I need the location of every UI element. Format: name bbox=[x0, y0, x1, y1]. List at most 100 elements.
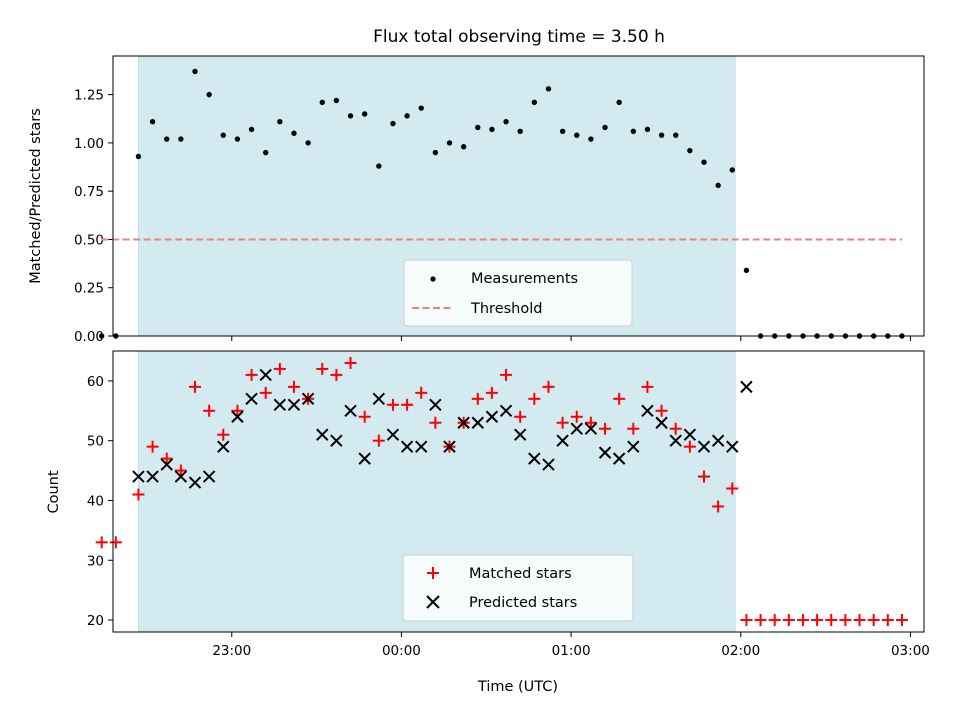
predicted-star-point bbox=[641, 404, 654, 417]
bottom-x-tick-label: 01:00 bbox=[552, 643, 591, 659]
predicted-star-stroke-b bbox=[372, 392, 386, 406]
matched-star-point bbox=[796, 614, 809, 627]
measurement-point bbox=[206, 91, 212, 98]
measurement-point bbox=[460, 144, 467, 150]
predicted-star-stroke-b bbox=[485, 410, 499, 423]
legend-matched-label: Matched stars bbox=[469, 566, 572, 582]
matched-star-point bbox=[811, 614, 824, 627]
predicted-star-stroke-b bbox=[400, 440, 414, 453]
measurement-point bbox=[588, 136, 594, 142]
x-axis-label: Time (UTC) bbox=[477, 679, 558, 695]
predicted-star-stroke-b bbox=[740, 380, 753, 394]
predicted-star-stroke-b bbox=[697, 440, 711, 453]
predicted-star-point bbox=[627, 440, 640, 453]
matched-star-point bbox=[584, 416, 597, 429]
predicted-star-stroke-b bbox=[612, 452, 626, 465]
predicted-star-stroke-b bbox=[641, 404, 654, 417]
matched-star-point bbox=[245, 368, 258, 381]
predicted-star-point bbox=[556, 434, 569, 447]
measurement-point bbox=[390, 120, 396, 127]
measurement-point bbox=[432, 149, 439, 156]
matched-star-point bbox=[344, 356, 357, 369]
matched-star-point bbox=[669, 422, 682, 435]
predicted-star-point bbox=[386, 428, 400, 441]
predicted-star-point bbox=[513, 428, 527, 441]
predicted-star-stroke-b bbox=[287, 398, 301, 412]
predicted-star-stroke-b bbox=[726, 440, 739, 453]
legend-threshold-label: Threshold bbox=[470, 301, 542, 317]
bottom-y-axis-label: Count bbox=[46, 470, 62, 513]
predicted-star-point bbox=[584, 422, 598, 435]
measurement-point bbox=[291, 130, 297, 136]
top-panel: Flux total observing time = 3.50 h 0.00 0… bbox=[28, 27, 925, 345]
matched-star-point bbox=[627, 422, 640, 435]
predicted-star-point bbox=[160, 458, 173, 471]
matched-star-point bbox=[782, 614, 795, 627]
matched-star-point bbox=[401, 398, 414, 411]
measurement-point bbox=[220, 132, 226, 138]
predicted-star-stroke-b bbox=[669, 434, 682, 447]
predicted-star-stroke-b bbox=[174, 470, 188, 483]
predicted-star-point bbox=[344, 404, 357, 417]
matched-star-point bbox=[287, 380, 300, 393]
measurement-point bbox=[333, 97, 340, 104]
predicted-star-point bbox=[202, 470, 216, 483]
matched-star-point bbox=[740, 614, 753, 627]
predicted-star-stroke-b bbox=[542, 458, 555, 471]
measurement-point bbox=[616, 99, 622, 106]
top-y-axis-label: Matched/Predicted stars bbox=[28, 108, 44, 284]
bottom-axes-frame bbox=[112, 350, 925, 633]
measurement-point bbox=[489, 126, 495, 133]
measurement-point bbox=[262, 149, 269, 156]
measurement-point bbox=[715, 182, 721, 189]
matched-star-point bbox=[754, 614, 767, 627]
measurement-point bbox=[545, 86, 552, 92]
matched-star-point bbox=[330, 368, 343, 381]
legend-predicted-marker bbox=[426, 595, 440, 609]
bottom-legend: Matched stars Predicted stars bbox=[402, 554, 634, 622]
measurement-point bbox=[503, 118, 509, 125]
predicted-star-stroke-b bbox=[330, 434, 343, 447]
bottom-y-tick-label: 40 bbox=[87, 493, 104, 509]
chart-title: Flux total observing time = 3.50 h bbox=[373, 27, 665, 47]
matched-star-point bbox=[358, 410, 371, 423]
measurement-point bbox=[319, 99, 325, 106]
matched-star-point bbox=[613, 392, 626, 405]
top-y-tick-label: 1.25 bbox=[74, 88, 104, 104]
predicted-star-point bbox=[457, 416, 470, 429]
predicted-star-stroke-b bbox=[259, 368, 272, 382]
predicted-star-stroke-b bbox=[627, 440, 640, 453]
predicted-star-stroke-b bbox=[429, 398, 442, 412]
matched-star-point bbox=[132, 488, 145, 501]
predicted-star-point bbox=[273, 398, 287, 412]
predicted-star-stroke-b bbox=[344, 404, 357, 417]
predicted-star-stroke-b bbox=[217, 440, 230, 453]
matched-star-point bbox=[712, 500, 725, 513]
top-y-tick-label: 0.75 bbox=[74, 184, 104, 200]
predicted-star-point bbox=[697, 440, 711, 453]
matched-star-point bbox=[160, 452, 173, 465]
predicted-star-point bbox=[612, 452, 626, 465]
predicted-star-point bbox=[711, 434, 725, 447]
measurement-point bbox=[559, 128, 566, 135]
matched-star-point bbox=[867, 614, 880, 627]
predicted-star-point bbox=[146, 470, 159, 483]
matched-star-point bbox=[825, 614, 838, 627]
predicted-star-point bbox=[259, 368, 272, 382]
measurement-point bbox=[305, 140, 311, 146]
matched-star-point bbox=[895, 614, 908, 627]
legend-predicted-label: Predicted stars bbox=[469, 595, 577, 611]
measurement-point bbox=[178, 136, 184, 142]
predicted-star-point bbox=[301, 392, 315, 406]
predicted-star-stroke-b bbox=[457, 416, 470, 429]
predicted-star-point bbox=[372, 392, 386, 406]
matched-star-point bbox=[500, 368, 513, 381]
matched-star-point bbox=[429, 416, 442, 429]
measurement-point bbox=[602, 124, 608, 131]
measurement-point bbox=[234, 136, 241, 142]
predicted-star-stroke-b bbox=[301, 392, 315, 406]
predicted-star-stroke-b bbox=[655, 416, 668, 429]
top-y-tick-label: 0.00 bbox=[74, 329, 104, 345]
matched-star-point bbox=[570, 410, 583, 423]
